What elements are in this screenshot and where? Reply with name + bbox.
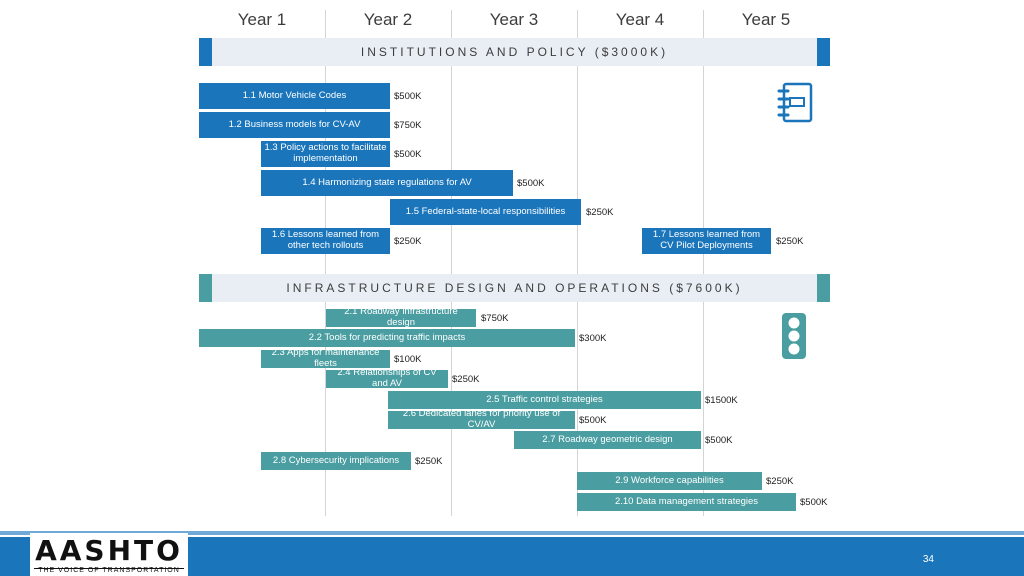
task-cost-2-3: $100K [394, 354, 422, 365]
task-bar-2-5: 2.5 Traffic control strategies [388, 391, 701, 409]
section-edge-left [199, 38, 212, 66]
task-bar-2-1: 2.1 Roadway infrastructure design [326, 306, 476, 328]
section-header-infrastructure: INFRASTRUCTURE DESIGN AND OPERATIONS ($7… [199, 274, 830, 302]
task-cost-2-6: $500K [579, 415, 607, 426]
year-divider [325, 10, 326, 516]
year-header-1: Year 1 [237, 10, 287, 29]
aashto-logo: AASHTO THE VOICE OF TRANSPORTATION [30, 533, 188, 576]
task-cost-2-4: $250K [452, 374, 480, 385]
task-bar-2-3: 2.3 Apps for maintenance fleets [261, 347, 390, 369]
logo-rule [34, 568, 184, 569]
year-header-3: Year 3 [489, 10, 539, 29]
section-header-institutions: INSTITUTIONS AND POLICY ($3000K) [199, 38, 830, 66]
task-bar-2-8: 2.8 Cybersecurity implications [261, 452, 411, 470]
traffic-light-icon [782, 313, 806, 359]
logo-tagline: THE VOICE OF TRANSPORTATION [38, 567, 180, 574]
year-divider [577, 10, 578, 516]
section-edge-left [199, 274, 212, 302]
task-cost-2-8: $250K [415, 456, 443, 467]
section-edge-right [817, 38, 830, 66]
task-bar-2-10: 2.10 Data management strategies [577, 493, 796, 511]
task-cost-1-6: $250K [394, 236, 422, 247]
task-cost-1-5: $250K [586, 207, 614, 218]
task-cost-1-2: $750K [394, 120, 422, 131]
year-divider [451, 10, 452, 516]
section-edge-right [817, 274, 830, 302]
task-bar-1-5: 1.5 Federal-state-local responsibilities [390, 199, 581, 225]
notebook-icon [777, 82, 813, 123]
task-bar-1-7: 1.7 Lessons learned from CV Pilot Deploy… [642, 228, 771, 254]
task-cost-2-9: $250K [766, 476, 794, 487]
year-divider [703, 10, 704, 516]
task-bar-2-6: 2.6 Dedicated lanes for priority use of … [388, 408, 575, 430]
task-bar-1-4: 1.4 Harmonizing state regulations for AV [261, 170, 513, 196]
section-title: INFRASTRUCTURE DESIGN AND OPERATIONS ($7… [286, 281, 743, 295]
task-cost-2-1: $750K [481, 313, 509, 324]
year-header-2: Year 2 [363, 10, 413, 29]
task-bar-1-6: 1.6 Lessons learned from other tech roll… [261, 228, 390, 254]
task-cost-1-3: $500K [394, 149, 422, 160]
task-cost-2-7: $500K [705, 435, 733, 446]
task-bar-2-4: 2.4 Relationships of CV and AV [326, 367, 448, 389]
task-cost-1-7: $250K [776, 236, 804, 247]
task-cost-1-4: $500K [517, 178, 545, 189]
task-bar-1-2: 1.2 Business models for CV-AV [199, 112, 390, 138]
task-cost-2-5: $1500K [705, 395, 738, 406]
task-bar-1-1: 1.1 Motor Vehicle Codes [199, 83, 390, 109]
year-header-4: Year 4 [615, 10, 665, 29]
task-bar-1-3: 1.3 Policy actions to facilitate impleme… [261, 141, 390, 167]
task-bar-2-7: 2.7 Roadway geometric design [514, 431, 701, 449]
page-number: 34 [922, 554, 934, 565]
task-cost-1-1: $500K [394, 91, 422, 102]
logo-wordmark: AASHTO [35, 534, 183, 567]
task-cost-2-2: $300K [579, 333, 607, 344]
section-title: INSTITUTIONS AND POLICY ($3000K) [360, 45, 669, 59]
task-bar-2-2: 2.2 Tools for predicting traffic impacts [199, 329, 575, 347]
task-bar-2-9: 2.9 Workforce capabilities [577, 472, 762, 490]
year-header-5: Year 5 [741, 10, 791, 29]
footer-accent-line [0, 531, 1024, 535]
task-cost-2-10: $500K [800, 497, 828, 508]
